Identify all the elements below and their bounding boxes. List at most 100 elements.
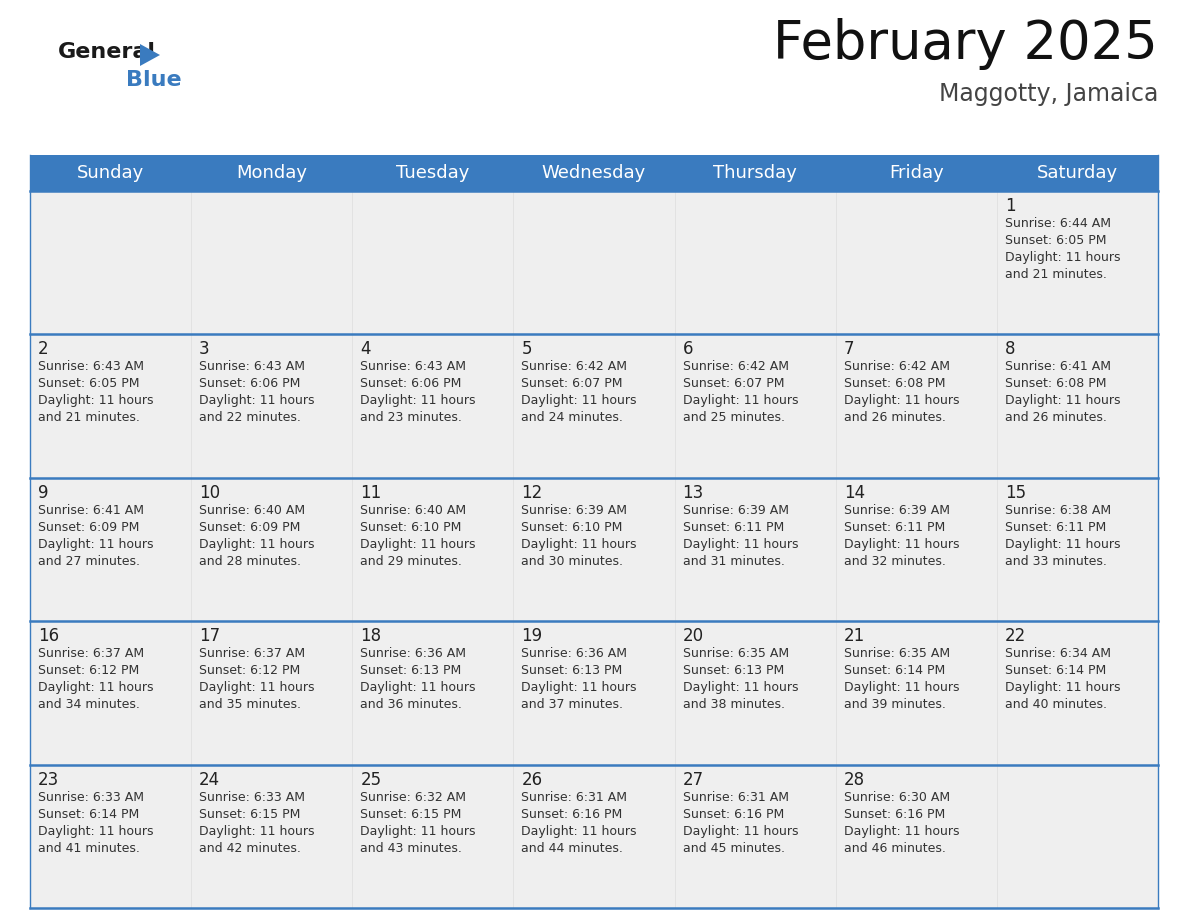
Text: Daylight: 11 hours: Daylight: 11 hours bbox=[683, 681, 798, 694]
Text: Sunrise: 6:31 AM: Sunrise: 6:31 AM bbox=[522, 790, 627, 803]
Text: Daylight: 11 hours: Daylight: 11 hours bbox=[360, 681, 475, 694]
Bar bbox=[513, 191, 675, 334]
Text: Daylight: 11 hours: Daylight: 11 hours bbox=[200, 395, 315, 408]
Text: Sunrise: 6:30 AM: Sunrise: 6:30 AM bbox=[843, 790, 950, 803]
Text: Sunset: 6:16 PM: Sunset: 6:16 PM bbox=[522, 808, 623, 821]
Text: Sunset: 6:13 PM: Sunset: 6:13 PM bbox=[522, 665, 623, 677]
Text: and 30 minutes.: and 30 minutes. bbox=[522, 554, 624, 568]
Text: Tuesday: Tuesday bbox=[396, 164, 469, 182]
Text: Sunrise: 6:43 AM: Sunrise: 6:43 AM bbox=[200, 361, 305, 374]
Text: and 29 minutes.: and 29 minutes. bbox=[360, 554, 462, 568]
Bar bbox=[191, 477, 353, 621]
Text: Sunrise: 6:42 AM: Sunrise: 6:42 AM bbox=[522, 361, 627, 374]
Bar bbox=[997, 155, 1158, 191]
Bar bbox=[353, 155, 513, 191]
Text: Sunrise: 6:40 AM: Sunrise: 6:40 AM bbox=[200, 504, 305, 517]
Bar bbox=[30, 191, 191, 334]
Text: Sunrise: 6:32 AM: Sunrise: 6:32 AM bbox=[360, 790, 466, 803]
Text: Daylight: 11 hours: Daylight: 11 hours bbox=[38, 824, 153, 837]
Text: Daylight: 11 hours: Daylight: 11 hours bbox=[200, 538, 315, 551]
Bar bbox=[191, 191, 353, 334]
Text: Wednesday: Wednesday bbox=[542, 164, 646, 182]
Text: Sunset: 6:08 PM: Sunset: 6:08 PM bbox=[843, 377, 946, 390]
Text: Sunset: 6:16 PM: Sunset: 6:16 PM bbox=[843, 808, 944, 821]
Bar bbox=[353, 621, 513, 765]
Text: 3: 3 bbox=[200, 341, 210, 358]
Text: Sunset: 6:10 PM: Sunset: 6:10 PM bbox=[360, 521, 462, 533]
Text: and 21 minutes.: and 21 minutes. bbox=[1005, 268, 1107, 281]
Bar bbox=[997, 191, 1158, 334]
Text: Sunset: 6:14 PM: Sunset: 6:14 PM bbox=[843, 665, 944, 677]
Text: Daylight: 11 hours: Daylight: 11 hours bbox=[522, 824, 637, 837]
Text: Sunrise: 6:39 AM: Sunrise: 6:39 AM bbox=[683, 504, 789, 517]
Text: Sunset: 6:14 PM: Sunset: 6:14 PM bbox=[38, 808, 139, 821]
Text: Daylight: 11 hours: Daylight: 11 hours bbox=[683, 395, 798, 408]
Text: Sunrise: 6:41 AM: Sunrise: 6:41 AM bbox=[38, 504, 144, 517]
Text: General: General bbox=[58, 42, 156, 62]
Text: and 22 minutes.: and 22 minutes. bbox=[200, 411, 301, 424]
Text: Sunday: Sunday bbox=[77, 164, 144, 182]
Text: 26: 26 bbox=[522, 770, 543, 789]
Text: and 28 minutes.: and 28 minutes. bbox=[200, 554, 301, 568]
Text: 8: 8 bbox=[1005, 341, 1016, 358]
Text: Sunset: 6:12 PM: Sunset: 6:12 PM bbox=[200, 665, 301, 677]
Text: and 25 minutes.: and 25 minutes. bbox=[683, 411, 784, 424]
Text: Daylight: 11 hours: Daylight: 11 hours bbox=[360, 538, 475, 551]
Text: Sunset: 6:07 PM: Sunset: 6:07 PM bbox=[683, 377, 784, 390]
Bar bbox=[997, 477, 1158, 621]
Bar bbox=[835, 191, 997, 334]
Text: and 40 minutes.: and 40 minutes. bbox=[1005, 699, 1107, 711]
Text: Sunset: 6:09 PM: Sunset: 6:09 PM bbox=[200, 521, 301, 533]
Bar bbox=[191, 765, 353, 908]
Text: and 32 minutes.: and 32 minutes. bbox=[843, 554, 946, 568]
Text: and 21 minutes.: and 21 minutes. bbox=[38, 411, 140, 424]
Text: and 26 minutes.: and 26 minutes. bbox=[1005, 411, 1107, 424]
Text: Daylight: 11 hours: Daylight: 11 hours bbox=[522, 395, 637, 408]
Text: Sunset: 6:13 PM: Sunset: 6:13 PM bbox=[360, 665, 461, 677]
Text: Sunset: 6:10 PM: Sunset: 6:10 PM bbox=[522, 521, 623, 533]
Text: Sunset: 6:05 PM: Sunset: 6:05 PM bbox=[1005, 234, 1106, 247]
Bar bbox=[353, 191, 513, 334]
Text: Monday: Monday bbox=[236, 164, 308, 182]
Text: Sunrise: 6:33 AM: Sunrise: 6:33 AM bbox=[200, 790, 305, 803]
Bar bbox=[191, 621, 353, 765]
Bar bbox=[30, 477, 191, 621]
Text: Sunrise: 6:34 AM: Sunrise: 6:34 AM bbox=[1005, 647, 1111, 660]
Bar bbox=[513, 621, 675, 765]
Text: and 37 minutes.: and 37 minutes. bbox=[522, 699, 624, 711]
Text: and 24 minutes.: and 24 minutes. bbox=[522, 411, 624, 424]
Text: 18: 18 bbox=[360, 627, 381, 645]
Text: Sunset: 6:06 PM: Sunset: 6:06 PM bbox=[200, 377, 301, 390]
Text: Sunset: 6:13 PM: Sunset: 6:13 PM bbox=[683, 665, 784, 677]
Bar bbox=[835, 765, 997, 908]
Text: and 42 minutes.: and 42 minutes. bbox=[200, 842, 301, 855]
Text: Sunrise: 6:42 AM: Sunrise: 6:42 AM bbox=[683, 361, 789, 374]
Text: 9: 9 bbox=[38, 484, 49, 502]
Bar bbox=[997, 765, 1158, 908]
Text: Sunset: 6:14 PM: Sunset: 6:14 PM bbox=[1005, 665, 1106, 677]
Bar bbox=[353, 334, 513, 477]
Text: Sunrise: 6:33 AM: Sunrise: 6:33 AM bbox=[38, 790, 144, 803]
Text: 16: 16 bbox=[38, 627, 59, 645]
Text: Sunset: 6:16 PM: Sunset: 6:16 PM bbox=[683, 808, 784, 821]
Bar bbox=[30, 621, 191, 765]
Text: Sunrise: 6:42 AM: Sunrise: 6:42 AM bbox=[843, 361, 949, 374]
Text: Sunset: 6:15 PM: Sunset: 6:15 PM bbox=[200, 808, 301, 821]
Text: Sunrise: 6:36 AM: Sunrise: 6:36 AM bbox=[522, 647, 627, 660]
Bar bbox=[675, 334, 835, 477]
Text: and 36 minutes.: and 36 minutes. bbox=[360, 699, 462, 711]
Bar bbox=[30, 155, 191, 191]
Text: 11: 11 bbox=[360, 484, 381, 502]
Text: 20: 20 bbox=[683, 627, 703, 645]
Bar bbox=[513, 765, 675, 908]
Bar bbox=[513, 477, 675, 621]
Bar bbox=[191, 334, 353, 477]
Text: Daylight: 11 hours: Daylight: 11 hours bbox=[522, 681, 637, 694]
Text: and 34 minutes.: and 34 minutes. bbox=[38, 699, 140, 711]
Text: Sunset: 6:07 PM: Sunset: 6:07 PM bbox=[522, 377, 623, 390]
Text: 15: 15 bbox=[1005, 484, 1026, 502]
Text: 12: 12 bbox=[522, 484, 543, 502]
Text: and 23 minutes.: and 23 minutes. bbox=[360, 411, 462, 424]
Text: and 44 minutes.: and 44 minutes. bbox=[522, 842, 624, 855]
Text: 5: 5 bbox=[522, 341, 532, 358]
